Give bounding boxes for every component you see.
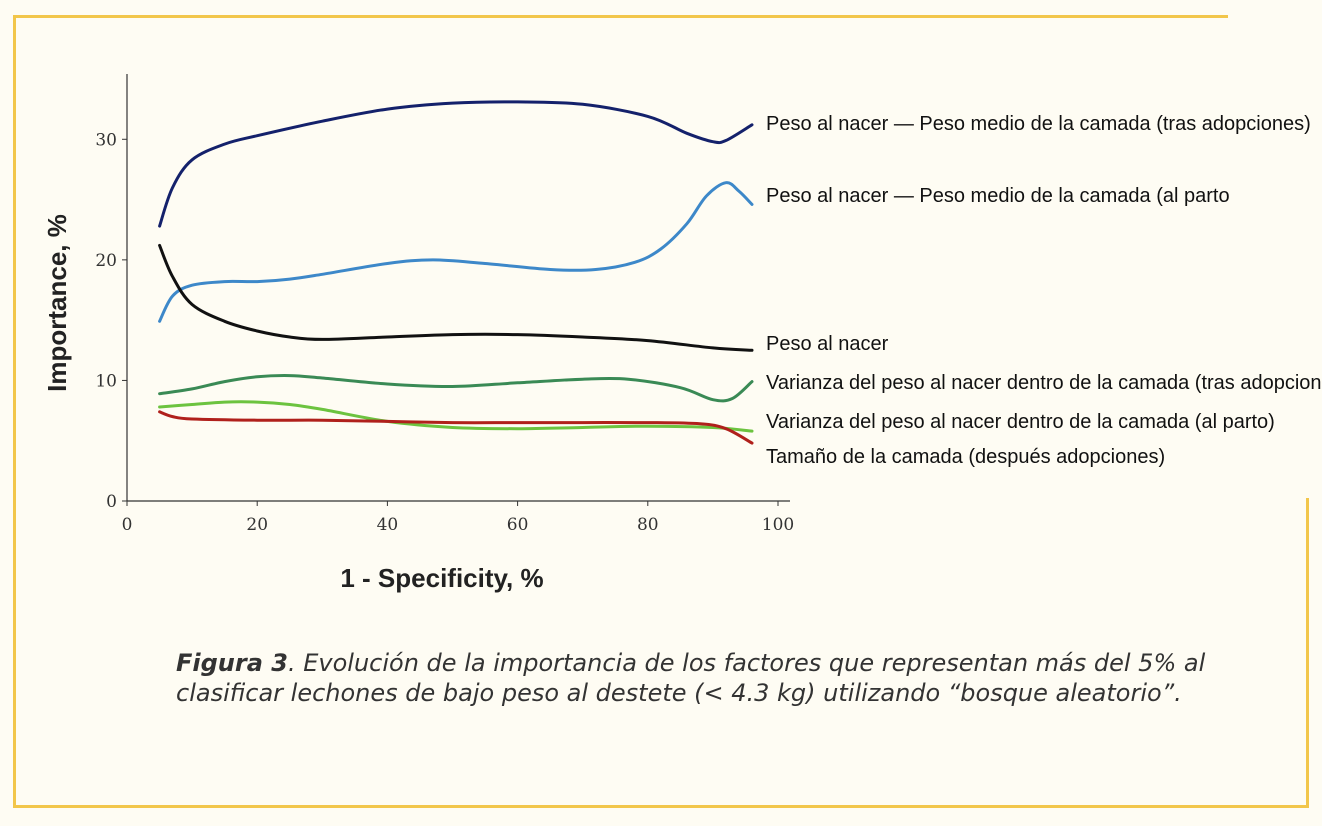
y-tick-label: 30	[95, 130, 117, 150]
chart-series-labels: Peso al nacer — Peso medio de la camada …	[766, 113, 1322, 468]
series-line	[158, 374, 754, 403]
series-label: Peso al nacer — Peso medio de la camada …	[766, 113, 1311, 135]
x-tick-label: 60	[507, 515, 529, 535]
x-tick-label: 40	[377, 515, 399, 535]
x-tick-label: 80	[637, 515, 659, 535]
frame-top-border	[14, 15, 1228, 18]
y-axis-title: Importance, %	[42, 214, 72, 392]
frame-left-border	[13, 15, 16, 808]
series-line	[158, 410, 754, 445]
figure-caption-label: Figura 3	[176, 649, 288, 677]
figure-caption-text: . Evolución de la importancia de los fac…	[176, 649, 1206, 707]
series-line	[158, 243, 754, 352]
y-tick-label: 0	[106, 492, 117, 512]
chart-axes: 0 20 40 60 80 100 0 10 20 30	[95, 74, 794, 535]
series-label: Varianza del peso al nacer dentro de la …	[766, 372, 1322, 394]
x-tick-label: 100	[762, 515, 794, 535]
y-tick-label: 10	[95, 371, 117, 391]
frame-right-border	[1306, 498, 1309, 808]
series-label: Peso al nacer	[766, 333, 889, 355]
series-line	[158, 181, 754, 323]
series-label: Tamaño de la camada (después adopciones)	[766, 446, 1165, 468]
chart-series	[158, 100, 754, 445]
x-axis-title: 1 - Specificity, %	[340, 563, 543, 593]
figure-caption: Figura 3. Evolución de la importancia de…	[176, 648, 1236, 708]
y-tick-label: 20	[95, 251, 117, 271]
x-tick-label: 0	[122, 515, 133, 535]
frame-bottom-border	[13, 805, 1309, 808]
x-tick-label: 20	[246, 515, 268, 535]
series-line	[158, 400, 754, 433]
series-label: Peso al nacer — Peso medio de la camada …	[766, 185, 1230, 207]
series-label: Varianza del peso al nacer dentro de la …	[766, 411, 1275, 433]
series-line	[158, 100, 754, 228]
